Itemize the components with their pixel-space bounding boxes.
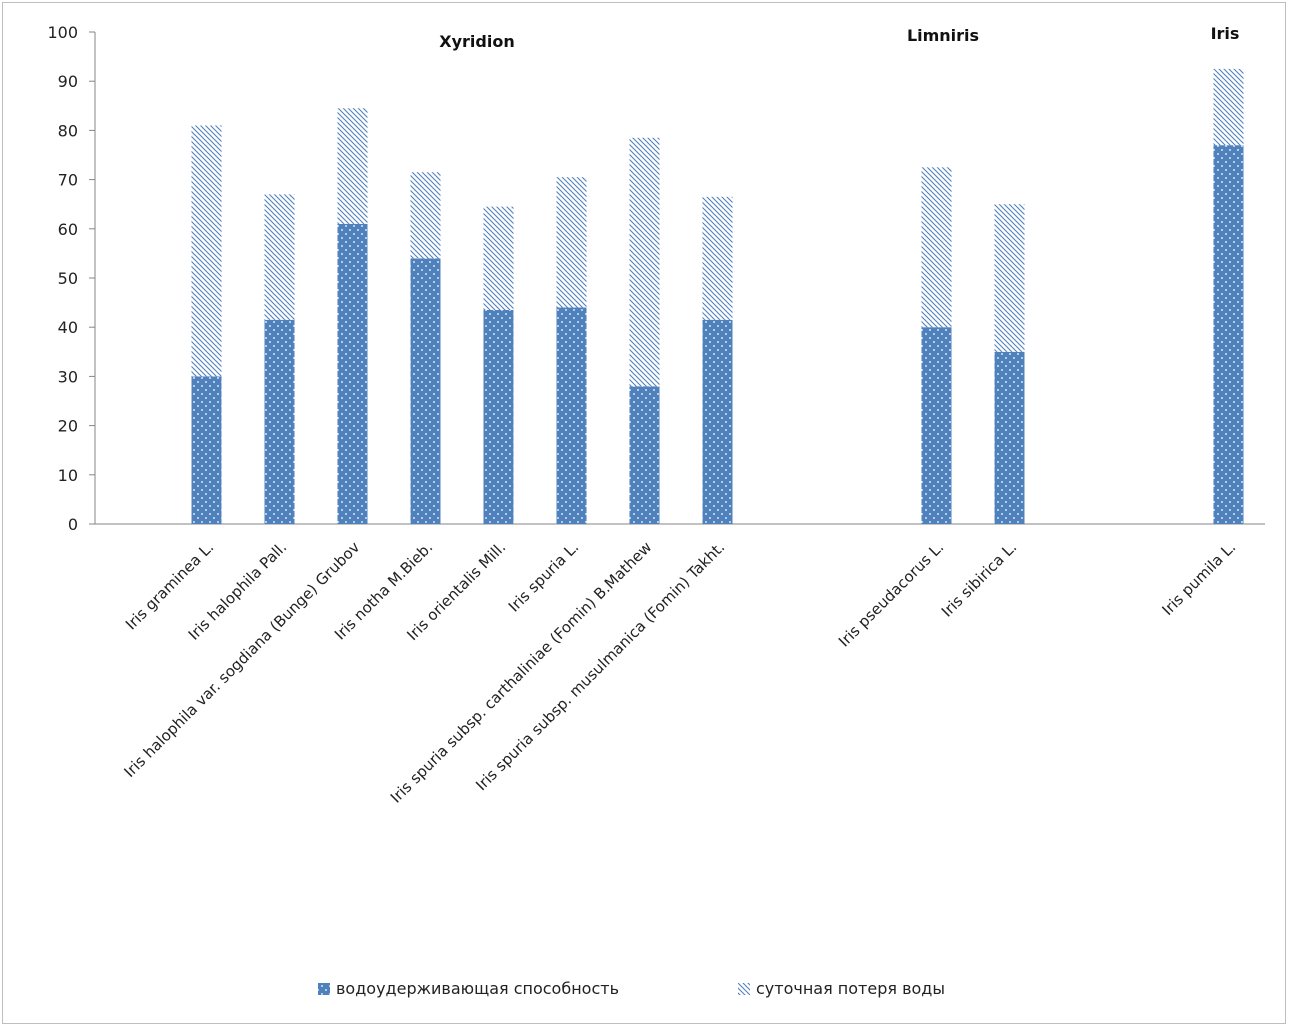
bar-water-retention <box>702 319 733 524</box>
bar-water-retention <box>191 376 222 524</box>
group-label: Xyridion <box>439 32 514 51</box>
x-category-label: Iris pseudacorus L. <box>835 538 947 650</box>
bar-water-retention <box>629 386 660 524</box>
bar-daily-water-loss <box>629 137 660 387</box>
bar-daily-water-loss <box>410 172 441 259</box>
group-label: Iris <box>1211 24 1240 43</box>
y-tick-label: 90 <box>58 72 78 91</box>
bar-water-retention <box>994 351 1025 524</box>
bar-water-retention <box>483 309 514 524</box>
bars <box>191 68 1244 524</box>
bar-daily-water-loss <box>702 196 733 320</box>
x-category-label: Iris pumila L. <box>1158 538 1239 619</box>
y-tick-label: 40 <box>58 318 78 337</box>
y-tick-label: 70 <box>58 171 78 190</box>
bar-daily-water-loss <box>483 206 514 310</box>
x-category-label: Iris spuria subsp. musulmanica (Fomin) T… <box>472 538 728 794</box>
legend: водоудерживающая способность суточная пот… <box>318 979 945 998</box>
bar-water-retention <box>264 319 295 524</box>
group-label: Limniris <box>907 26 979 45</box>
y-tick-label: 50 <box>58 269 78 288</box>
y-tick-label: 80 <box>58 121 78 140</box>
bar-daily-water-loss <box>556 177 587 308</box>
y-tick-label: 30 <box>58 367 78 386</box>
legend-label-water-retention: водоудерживающая способность <box>336 979 619 998</box>
y-tick-label: 20 <box>58 417 78 436</box>
bar-daily-water-loss <box>994 204 1025 352</box>
x-category-label: Iris sibirica L. <box>938 538 1021 621</box>
legend-swatch-daily-water-loss <box>738 983 750 995</box>
y-tick-label: 0 <box>68 515 78 534</box>
y-tick-label: 60 <box>58 220 78 239</box>
bar-water-retention <box>410 258 441 524</box>
legend-label-daily-water-loss: суточная потеря воды <box>756 979 945 998</box>
bar-daily-water-loss <box>264 194 295 320</box>
y-tick-label: 100 <box>47 23 78 42</box>
legend-swatch-water-retention <box>318 983 330 995</box>
bar-water-retention <box>921 327 952 524</box>
bar-water-retention <box>1213 145 1244 524</box>
bar-water-retention <box>337 223 368 524</box>
x-category-label: Iris spuria subsp. carthaliniae (Fomin) … <box>387 538 655 806</box>
x-category-label: Iris spuria L. <box>505 538 583 616</box>
bar-daily-water-loss <box>191 125 222 377</box>
y-tick-label: 10 <box>58 466 78 485</box>
bar-daily-water-loss <box>1213 68 1244 146</box>
bar-daily-water-loss <box>921 167 952 328</box>
bar-water-retention <box>556 307 587 524</box>
bar-daily-water-loss <box>337 108 368 224</box>
